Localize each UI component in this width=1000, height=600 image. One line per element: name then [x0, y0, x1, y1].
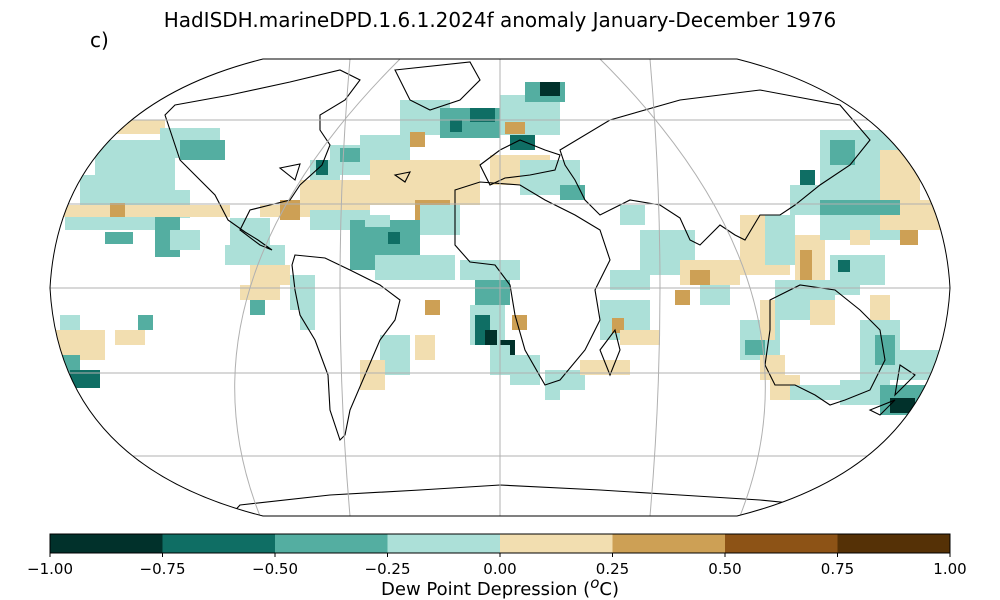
graticule	[50, 59, 950, 516]
colorbar-swatch	[612, 534, 726, 553]
colorbar-swatch	[275, 534, 388, 553]
colorbar-tick-label: 0.00	[483, 560, 516, 578]
colorbar-tick-label: −0.75	[140, 560, 186, 578]
colorbar-swatch	[837, 534, 951, 553]
colorbar-tick-label: 0.75	[821, 560, 854, 578]
colorbar-label-main: Dew Point Depression (	[381, 579, 591, 600]
colorbar-swatch	[725, 534, 838, 553]
colorbar-swatches	[50, 534, 951, 553]
continent-outlines	[164, 61, 916, 516]
map-title: HadISDH.marineDPD.1.6.1.2024f anomaly Ja…	[163, 8, 837, 32]
colorbar-tick-label: −0.50	[252, 560, 298, 578]
colorbar-tick-label: 1.00	[933, 560, 966, 578]
colorbar-tick-label: −1.00	[27, 560, 73, 578]
colorbar-tick-label: 0.25	[596, 560, 629, 578]
colorbar-tick-label: 0.50	[708, 560, 741, 578]
colorbar-label-sup: o	[590, 574, 600, 592]
colorbar-swatch	[387, 534, 501, 553]
map-frame	[49, 58, 951, 517]
world-map	[49, 58, 951, 517]
colorbar-tick-label: −0.25	[365, 560, 411, 578]
colorbar-swatch	[162, 534, 276, 553]
panel-label: c)	[90, 28, 109, 52]
colorbar-swatch	[500, 534, 613, 553]
colorbar-ticks: −1.00 −0.75 −0.50 −0.25 0.00 0.25 0.50 0.75 1.00	[27, 553, 967, 578]
colorbar-label-unit: C)	[599, 579, 619, 600]
colorbar-label: Dew Point Depression (oC)	[0, 574, 1000, 600]
colorbar-swatch	[50, 534, 163, 553]
